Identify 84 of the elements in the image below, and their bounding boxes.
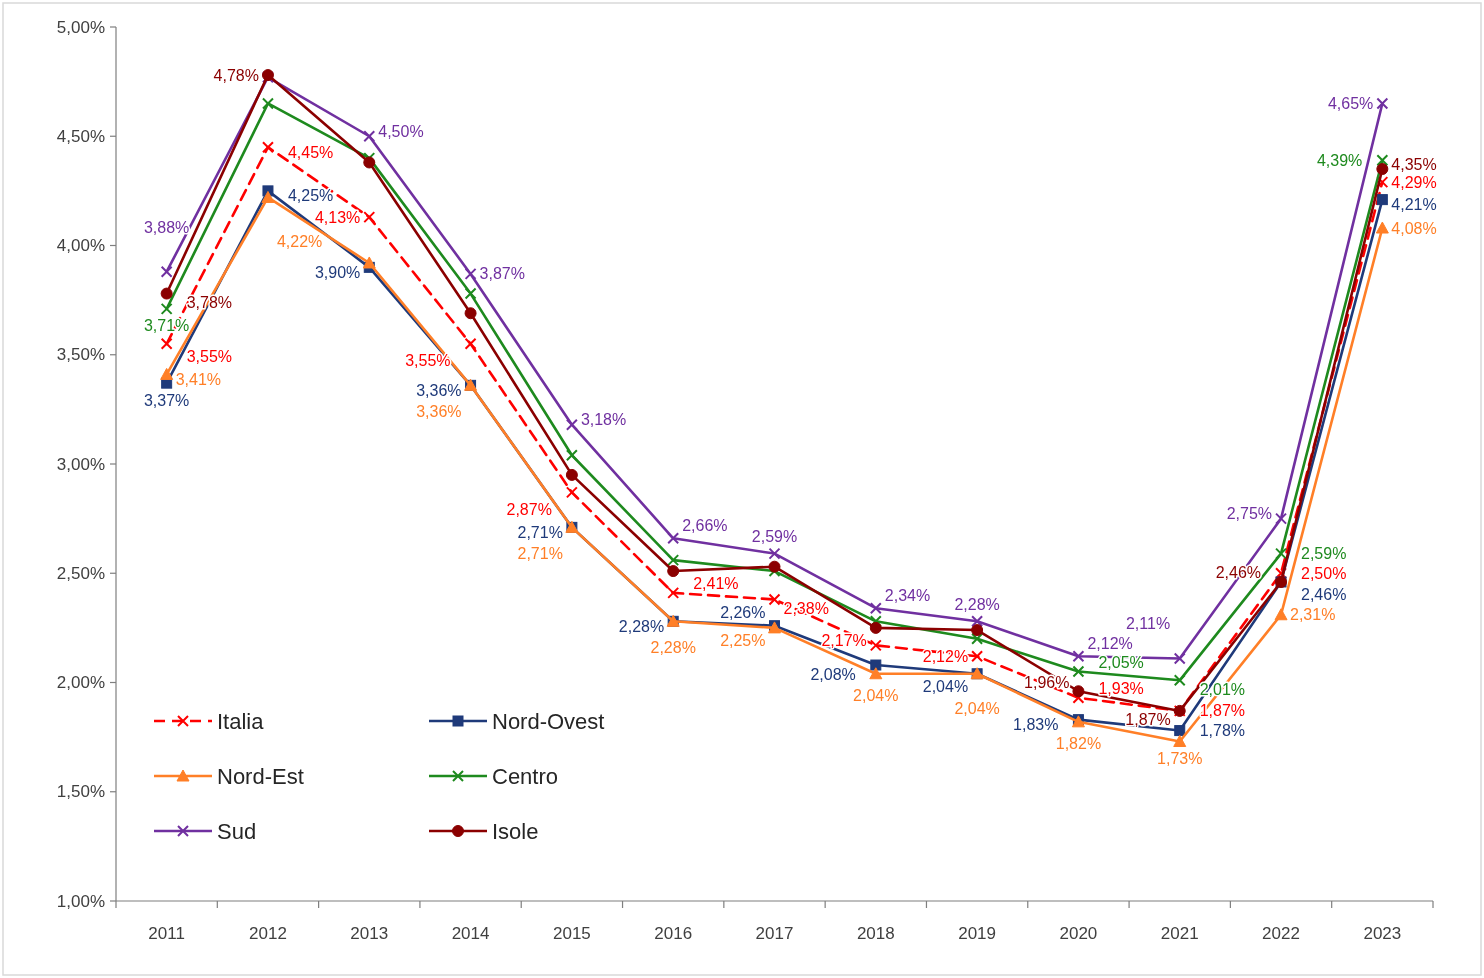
y-tick-label: 3,00% [56,454,105,474]
data-label: 2,75% [1226,505,1273,523]
data-label: 4,65% [1327,94,1374,112]
x-tick-label: 2014 [451,923,490,943]
data-label: 2,71% [517,544,563,562]
data-label: 3,87% [479,265,525,283]
data-label: 2,66% [682,516,728,534]
x-tick-label: 2023 [1363,923,1402,943]
data-label: 2,11% [1125,614,1171,632]
data-label: 3,37% [143,391,190,409]
data-label: 2,08% [810,665,856,683]
data-label: 4,50% [378,122,424,140]
data-label: 4,25% [287,187,334,205]
data-label: 4,08% [1391,219,1437,237]
data-label: 1,87% [1125,711,1171,729]
data-label: 4,78% [213,66,259,84]
data-label: 2,04% [954,700,1000,718]
data-label: 2,38% [783,599,829,617]
y-tick-label: 3,50% [56,345,105,365]
data-label: 2,46% [1301,586,1347,604]
x-tick-label: 2021 [1160,923,1199,943]
x-tick-label: 2018 [856,923,895,943]
data-label: 3,41% [175,370,222,388]
y-tick-label: 2,00% [56,673,105,692]
data-label: 2,05% [1098,654,1144,672]
data-label: 1,93% [1098,680,1144,698]
data-label: 3,90% [314,263,361,281]
data-label: 2,28% [650,638,696,656]
data-label: 4,29% [1391,173,1437,191]
data-label: 2,26% [720,604,766,622]
data-label: 4,13% [314,208,361,226]
data-label: 2,25% [720,632,766,650]
y-tick-label: 4,50% [56,126,105,146]
legend-label: Nord-Est [217,763,304,789]
data-label: 3,36% [416,381,462,399]
x-tick-label: 2017 [755,923,794,943]
data-label: 2,41% [693,575,739,593]
data-label: 3,88% [143,219,190,237]
data-label: 4,21% [1391,196,1437,214]
legend-label: Nord-Ovest [492,708,605,734]
data-label: 1,82% [1055,735,1102,753]
data-label: 4,39% [1316,151,1363,169]
x-tick-label: 2020 [1059,923,1098,943]
data-label: 2,71% [517,523,563,541]
legend-label: Italia [217,708,265,734]
data-label: 3,71% [143,317,190,335]
data-label: 2,04% [922,678,969,696]
data-label: 4,35% [1391,155,1437,173]
data-label: 2,12% [922,647,969,665]
data-label: 3,36% [416,402,462,420]
x-tick-label: 2022 [1262,923,1300,943]
x-tick-label: 2013 [350,923,389,943]
data-label: 3,18% [580,411,627,429]
y-tick-label: 4,00% [56,236,105,255]
data-label: 2,17% [821,631,867,649]
data-label: 1,83% [1013,716,1059,734]
legend-label: Centro [492,763,559,789]
x-tick-label: 2016 [654,923,693,943]
x-tick-label: 2012 [249,923,287,943]
legend-label: Sud [217,818,257,844]
data-label: 2,87% [506,500,552,518]
data-label: 2,59% [751,528,798,546]
data-label: 4,22% [276,232,323,250]
data-label: 2,28% [618,617,665,635]
data-label: 2,50% [1301,564,1347,582]
y-tick-label: 1,50% [56,782,105,802]
data-label: 2,31% [1290,606,1336,624]
x-tick-label: 2019 [958,923,997,943]
x-tick-label: 2015 [552,923,591,943]
data-label: 4,45% [287,143,334,161]
data-label: 2,12% [1087,634,1133,652]
data-label: 2,59% [1301,545,1347,563]
data-label: 1,73% [1157,749,1203,767]
data-label: 1,78% [1199,722,1246,740]
y-tick-label: 1,00% [56,891,105,911]
legend-label: Isole [492,818,539,844]
data-label: 2,34% [884,586,931,604]
data-label: 3,55% [186,348,233,366]
data-label: 2,28% [954,595,1000,613]
x-tick-label: 2011 [148,923,185,943]
data-label: 3,55% [405,352,451,370]
y-tick-label: 5,00% [56,17,105,37]
data-label: 2,04% [853,687,899,705]
y-tick-label: 2,50% [56,563,105,583]
